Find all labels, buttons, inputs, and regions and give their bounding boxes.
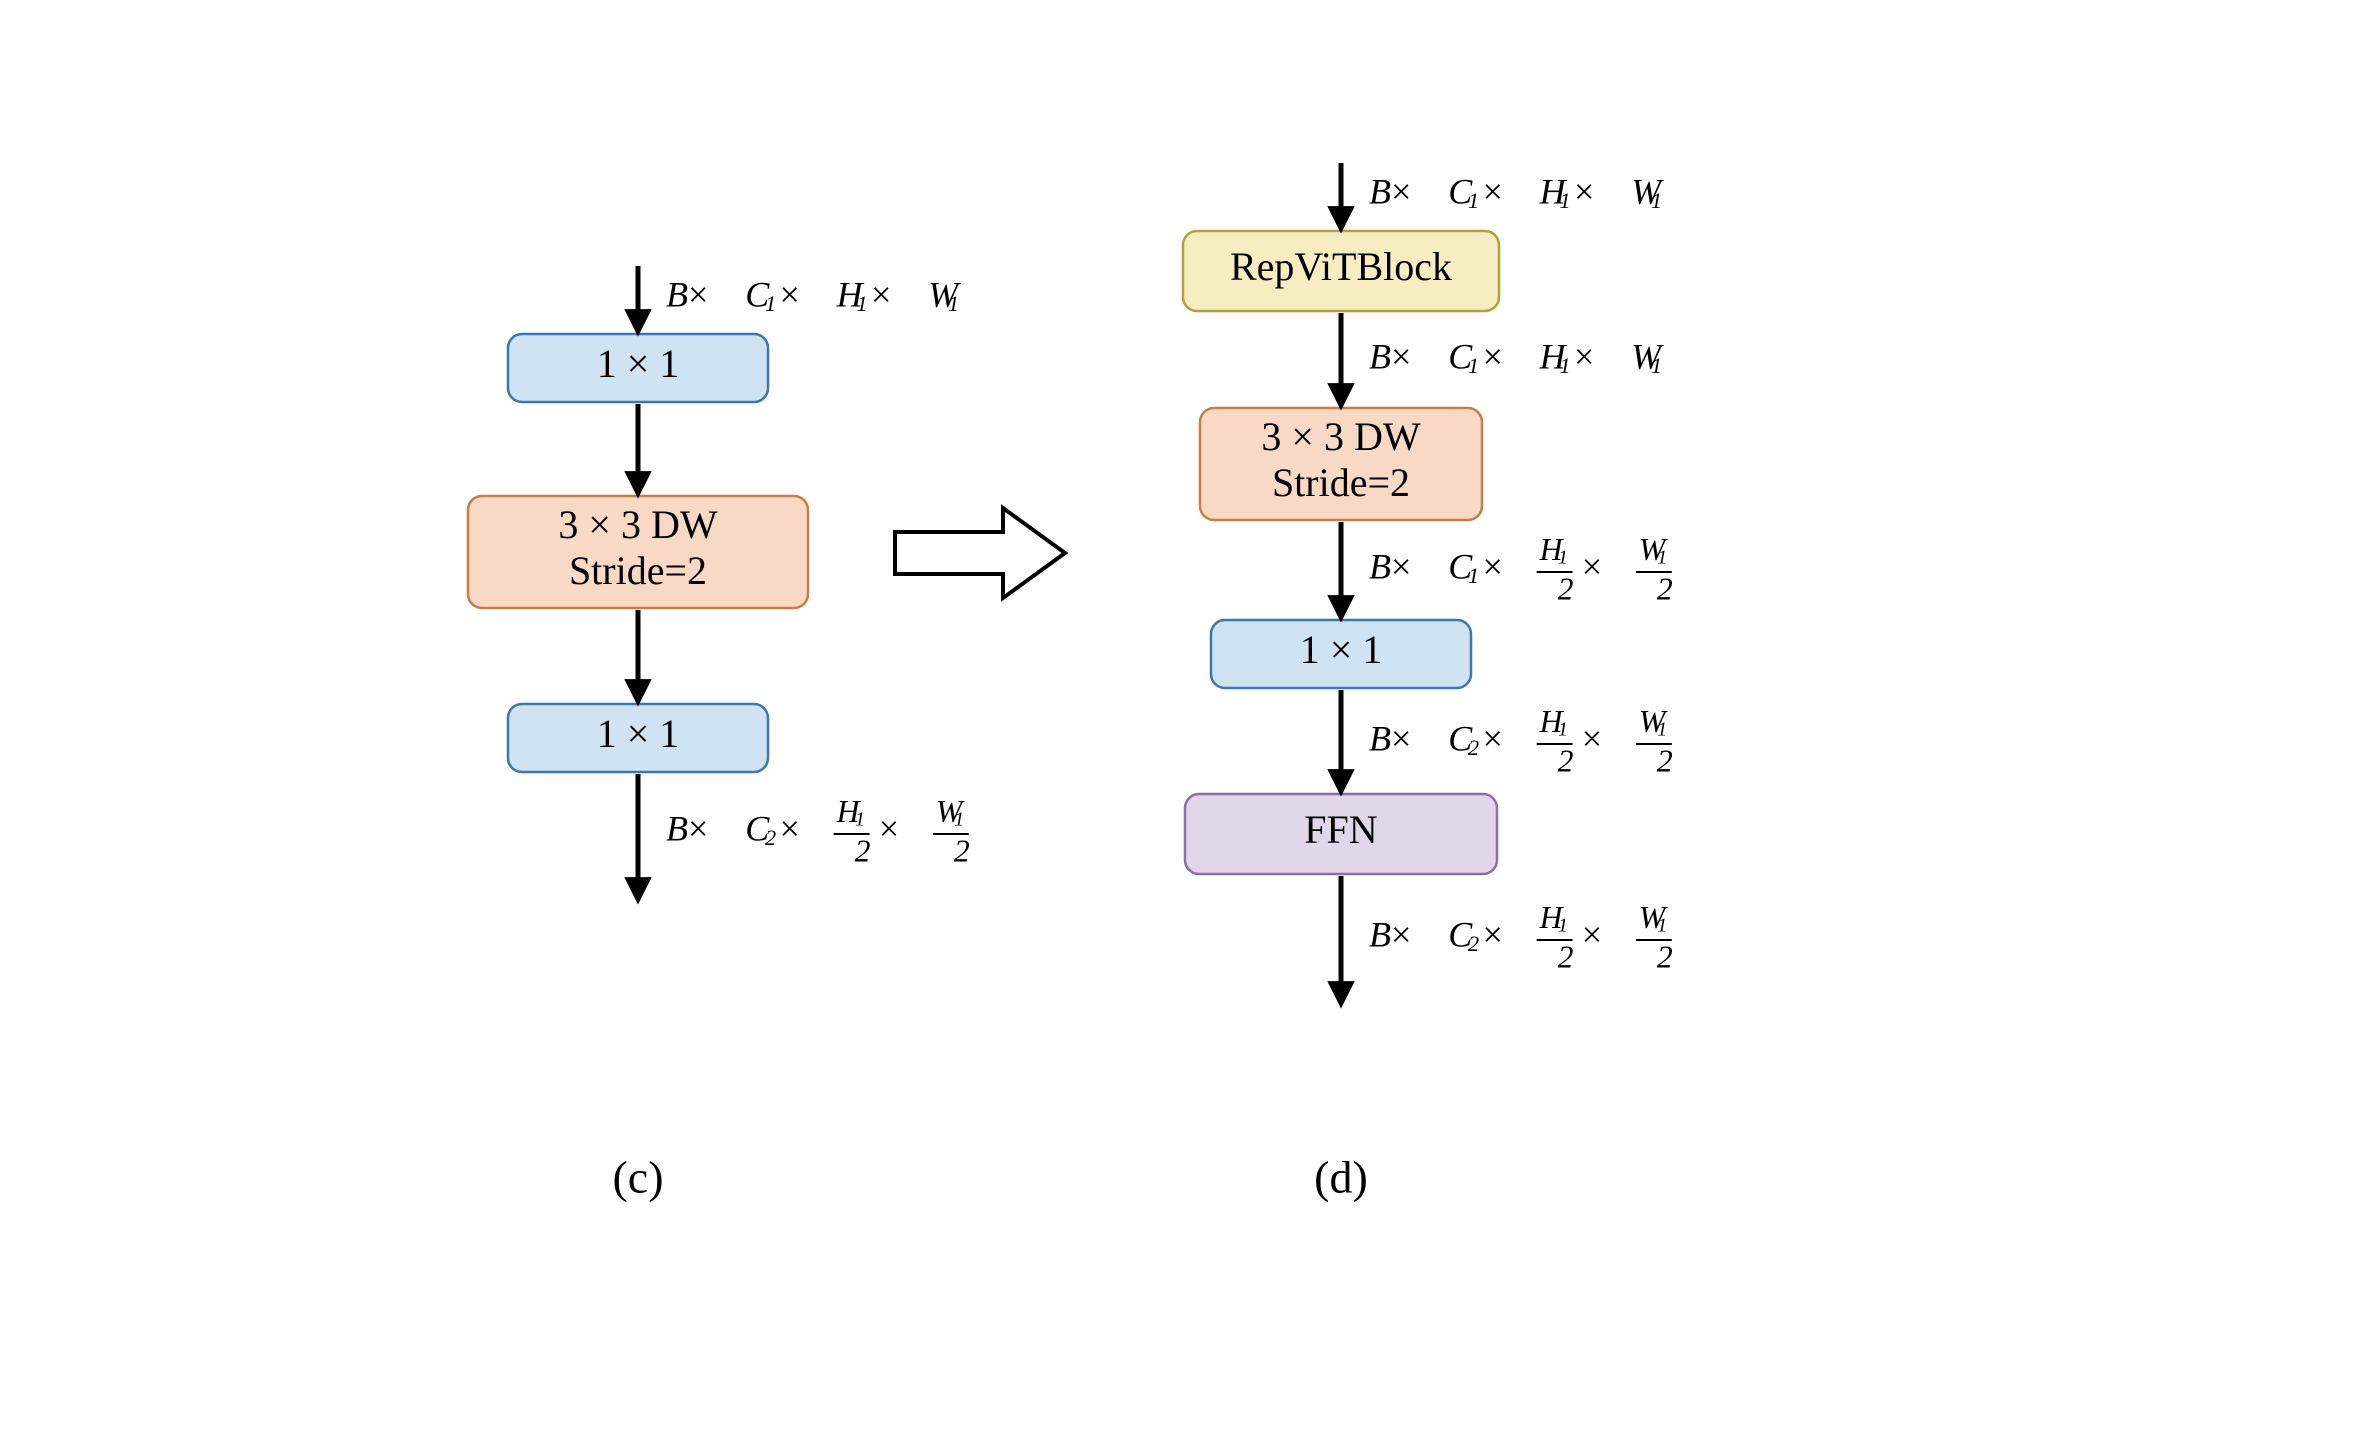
d-rvb: RepViTBlock	[1183, 231, 1499, 311]
d-conv: 1 × 1	[1211, 620, 1471, 688]
svg-text:1: 1	[954, 809, 964, 831]
d-dim-2: B × C1 × H12 × W12	[1369, 532, 1673, 607]
svg-text:×: ×	[1580, 914, 1604, 954]
svg-text:1: 1	[1651, 188, 1662, 213]
svg-text:B: B	[666, 274, 688, 314]
d-dim-1: B × C1 × H1 × W1	[1369, 336, 1664, 378]
c-dw-label-1: Stride=2	[569, 548, 707, 593]
svg-text:B: B	[1369, 336, 1391, 376]
svg-text:×: ×	[1389, 171, 1413, 211]
svg-text:2: 2	[1657, 572, 1673, 607]
cap-d: (d)	[1314, 1152, 1368, 1203]
svg-text:1: 1	[948, 291, 959, 316]
svg-text:×: ×	[1580, 718, 1604, 758]
svg-text:2: 2	[1558, 744, 1574, 779]
c-conv2-label-0: 1 × 1	[597, 711, 680, 756]
d-rvb-label-0: RepViTBlock	[1230, 244, 1452, 289]
svg-text:×: ×	[777, 274, 801, 314]
svg-text:1: 1	[1558, 915, 1568, 937]
svg-text:×: ×	[869, 274, 893, 314]
svg-text:1: 1	[1468, 188, 1479, 213]
d-conv-label-0: 1 × 1	[1300, 627, 1383, 672]
svg-text:B: B	[1369, 546, 1391, 586]
svg-text:×: ×	[1572, 171, 1596, 211]
svg-text:2: 2	[1657, 940, 1673, 975]
svg-text:2: 2	[1558, 572, 1574, 607]
svg-text:B: B	[666, 808, 688, 848]
c-dim-in: B × C1 × H1 × W1	[666, 274, 961, 316]
svg-text:1: 1	[855, 809, 865, 831]
d-dim-4: B × C2 × H12 × W12	[1369, 900, 1673, 975]
cap-c: (c)	[612, 1152, 663, 1203]
svg-text:2: 2	[855, 834, 871, 869]
svg-text:1: 1	[1559, 188, 1570, 213]
svg-text:×: ×	[1572, 336, 1596, 376]
svg-text:×: ×	[1389, 336, 1413, 376]
svg-text:1: 1	[1651, 353, 1662, 378]
svg-text:1: 1	[1468, 563, 1479, 588]
c-dw-label-0: 3 × 3 DW	[558, 502, 717, 547]
svg-text:×: ×	[1480, 546, 1504, 586]
d-ffn-label-0: FFN	[1304, 807, 1377, 852]
d-dw-label-1: Stride=2	[1272, 460, 1410, 505]
c-dim-out: B × C2 × H12 × W12	[666, 794, 970, 869]
svg-text:2: 2	[1657, 744, 1673, 779]
svg-text:×: ×	[777, 808, 801, 848]
svg-text:1: 1	[1558, 719, 1568, 741]
svg-text:B: B	[1369, 171, 1391, 211]
svg-text:×: ×	[1389, 718, 1413, 758]
svg-text:×: ×	[1480, 718, 1504, 758]
svg-text:1: 1	[1657, 915, 1667, 937]
c-dw: 3 × 3 DWStride=2	[468, 496, 808, 608]
d-dw: 3 × 3 DWStride=2	[1200, 408, 1482, 520]
svg-text:×: ×	[1389, 546, 1413, 586]
svg-text:1: 1	[856, 291, 867, 316]
svg-text:2: 2	[765, 825, 776, 850]
d-dw-label-0: 3 × 3 DW	[1261, 414, 1420, 459]
svg-text:×: ×	[1480, 171, 1504, 211]
svg-text:B: B	[1369, 718, 1391, 758]
svg-text:B: B	[1369, 914, 1391, 954]
d-dim-3: B × C2 × H12 × W12	[1369, 704, 1673, 779]
svg-text:1: 1	[1657, 547, 1667, 569]
svg-text:1: 1	[1468, 353, 1479, 378]
svg-text:×: ×	[1580, 546, 1604, 586]
svg-text:×: ×	[686, 274, 710, 314]
svg-text:2: 2	[954, 834, 970, 869]
c-conv2: 1 × 1	[508, 704, 768, 772]
c-conv1: 1 × 1	[508, 334, 768, 402]
svg-text:1: 1	[1559, 353, 1570, 378]
transition-arrow	[895, 508, 1065, 598]
svg-text:2: 2	[1558, 940, 1574, 975]
svg-text:×: ×	[1480, 914, 1504, 954]
d-ffn: FFN	[1185, 794, 1497, 874]
svg-text:1: 1	[765, 291, 776, 316]
svg-text:×: ×	[686, 808, 710, 848]
svg-text:×: ×	[877, 808, 901, 848]
svg-text:2: 2	[1468, 931, 1479, 956]
svg-text:2: 2	[1468, 735, 1479, 760]
svg-text:1: 1	[1558, 547, 1568, 569]
svg-text:1: 1	[1657, 719, 1667, 741]
d-dim-0: B × C1 × H1 × W1	[1369, 171, 1664, 213]
diagram-canvas: 1 × 13 × 3 DWStride=21 × 1RepViTBlock3 ×…	[0, 0, 2365, 1430]
svg-text:×: ×	[1480, 336, 1504, 376]
svg-text:×: ×	[1389, 914, 1413, 954]
c-conv1-label-0: 1 × 1	[597, 341, 680, 386]
